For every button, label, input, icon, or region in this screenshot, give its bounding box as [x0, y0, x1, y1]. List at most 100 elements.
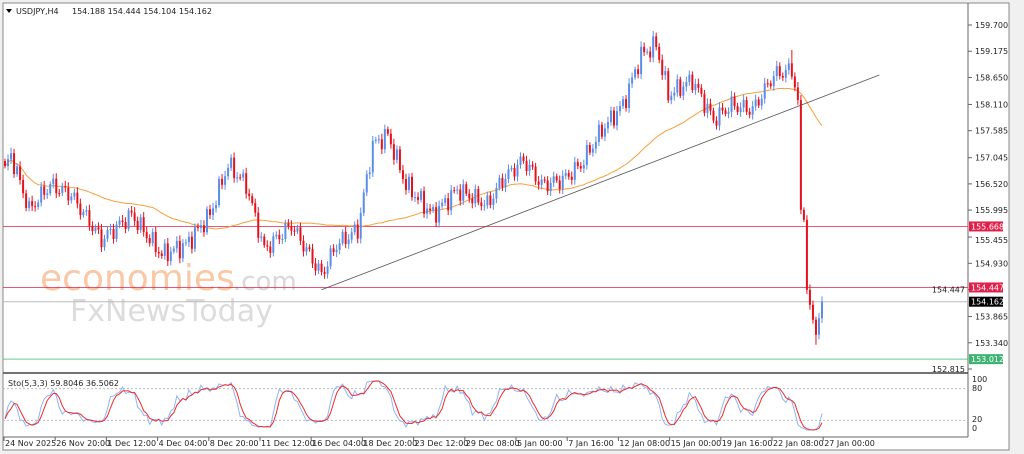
candle	[46, 188, 49, 199]
candle	[353, 221, 356, 236]
candle	[462, 179, 465, 206]
time-tick-label: 19 Jan 16:00	[722, 439, 773, 448]
candle-body	[501, 177, 504, 188]
candle-body	[567, 173, 570, 177]
candle	[622, 95, 625, 110]
candle	[688, 70, 691, 86]
candle-body	[612, 110, 615, 126]
candle-body	[16, 166, 19, 174]
candle	[257, 207, 260, 243]
candle-body	[88, 210, 91, 226]
candle	[802, 207, 805, 223]
candle	[658, 43, 661, 64]
candle	[154, 226, 157, 257]
candle-body	[49, 184, 52, 194]
candle	[745, 96, 748, 115]
candle-body	[760, 98, 763, 106]
candle-body	[811, 304, 814, 320]
candle-body	[456, 189, 459, 191]
candle	[447, 192, 450, 216]
candle	[417, 192, 420, 205]
candle	[187, 231, 190, 247]
candle	[486, 191, 489, 209]
candle	[790, 49, 793, 80]
candle	[242, 169, 245, 182]
candle-body	[432, 207, 435, 211]
candle	[139, 214, 142, 233]
candle-body	[407, 176, 410, 190]
time-tick-label: 24 Nov 2025	[5, 439, 56, 448]
candle-body	[733, 96, 736, 107]
candle-body	[486, 195, 489, 206]
candle-body	[558, 180, 561, 190]
candle-body	[748, 111, 751, 115]
candle	[603, 123, 606, 142]
candle	[585, 140, 588, 170]
candle	[787, 58, 790, 75]
time-tick-label: 4 Dec 04:00	[159, 439, 208, 448]
candle-body	[564, 173, 567, 176]
triangle-down-icon[interactable]	[6, 9, 12, 13]
candle-body	[178, 240, 181, 259]
candle	[368, 166, 371, 179]
candle-body	[706, 103, 709, 113]
candle-body	[209, 209, 212, 216]
candle	[432, 204, 435, 213]
candle-body	[697, 83, 700, 88]
price-tick-label: 156.520	[975, 180, 1008, 189]
candle	[609, 106, 612, 126]
stoch-d-line	[4, 380, 823, 431]
candle	[181, 239, 184, 263]
candle-body	[224, 176, 227, 185]
candle-body	[61, 186, 64, 194]
candle-body	[492, 198, 495, 205]
candle	[190, 231, 193, 254]
candle	[308, 244, 311, 252]
candle-body	[118, 220, 121, 225]
time-tick-label: 29 Dec 08:00	[466, 439, 520, 448]
candle	[151, 228, 154, 247]
candle-body	[205, 209, 208, 233]
candle	[691, 71, 694, 93]
time-tick-label: 18 Dec 20:00	[363, 439, 417, 448]
candle-body	[507, 169, 510, 179]
time-tick-label: 11 Dec 12:00	[261, 439, 315, 448]
candle-body	[417, 197, 420, 200]
price-tick-label: 157.585	[975, 127, 1008, 136]
candle-body	[287, 223, 290, 226]
stoch-label: Sto(5,3,3) 59.8046 36.5062	[8, 379, 119, 388]
price-tick-label: 154.930	[975, 259, 1008, 268]
candle	[245, 167, 248, 199]
candle-body	[199, 225, 202, 228]
candle	[133, 207, 136, 226]
candle	[600, 121, 603, 140]
candle-body	[338, 243, 341, 250]
candle	[58, 189, 61, 197]
candle	[528, 159, 531, 176]
candle-body	[483, 205, 486, 207]
candle-body	[130, 210, 133, 213]
candle	[169, 246, 172, 266]
candle-body	[55, 178, 58, 194]
level-price-tag	[969, 296, 1003, 307]
candle-body	[739, 107, 742, 112]
candle-body	[414, 197, 417, 199]
candle-body	[28, 201, 31, 208]
candle	[748, 107, 751, 119]
candle	[296, 224, 299, 235]
level-price-tag	[969, 282, 1003, 293]
candle-body	[401, 170, 404, 179]
candle-body	[480, 202, 483, 206]
candle-body	[136, 220, 139, 231]
candle-body	[218, 178, 221, 206]
candle	[61, 182, 64, 197]
candle	[606, 116, 609, 134]
candle	[507, 164, 510, 184]
candle	[205, 206, 208, 235]
candle	[359, 207, 362, 244]
stoch-tick-label: 80	[972, 384, 982, 393]
candle	[118, 216, 121, 229]
trendline[interactable]	[321, 74, 880, 291]
candle	[37, 199, 40, 210]
candle	[278, 229, 281, 244]
